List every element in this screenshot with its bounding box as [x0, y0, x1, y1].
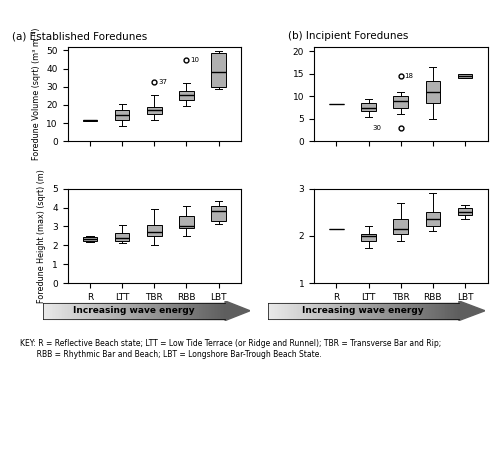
- PathPatch shape: [458, 74, 472, 78]
- PathPatch shape: [83, 120, 97, 121]
- Text: 37: 37: [158, 79, 167, 85]
- Polygon shape: [225, 301, 250, 321]
- PathPatch shape: [426, 212, 440, 227]
- Text: Increasing wave energy: Increasing wave energy: [73, 306, 194, 315]
- Text: 30: 30: [372, 125, 382, 131]
- Text: (b) Incipient Foredunes: (b) Incipient Foredunes: [288, 31, 408, 41]
- PathPatch shape: [115, 233, 130, 241]
- PathPatch shape: [147, 107, 162, 114]
- X-axis label: Modal surf zone / Beach State: Modal surf zone / Beach State: [86, 307, 222, 316]
- PathPatch shape: [426, 80, 440, 103]
- Polygon shape: [459, 301, 485, 321]
- Text: 10: 10: [190, 58, 200, 64]
- PathPatch shape: [115, 110, 130, 120]
- Y-axis label: Foredune Height (max) (sqrt) (m): Foredune Height (max) (sqrt) (m): [38, 169, 46, 303]
- PathPatch shape: [362, 234, 376, 241]
- PathPatch shape: [83, 237, 97, 241]
- PathPatch shape: [212, 205, 226, 221]
- PathPatch shape: [179, 216, 194, 228]
- PathPatch shape: [147, 226, 162, 236]
- Text: KEY: R = Reflective Beach state; LTT = Low Tide Terrace (or Ridge and Runnel); T: KEY: R = Reflective Beach state; LTT = L…: [20, 339, 442, 358]
- Y-axis label: Foredune Volume (sqrt) (m³ m⁻¹): Foredune Volume (sqrt) (m³ m⁻¹): [32, 28, 40, 161]
- PathPatch shape: [458, 207, 472, 215]
- Text: Increasing wave energy: Increasing wave energy: [302, 306, 424, 315]
- PathPatch shape: [212, 53, 226, 87]
- PathPatch shape: [394, 219, 408, 234]
- X-axis label: Modal surf zone / Beach State: Modal surf zone / Beach State: [333, 307, 468, 316]
- PathPatch shape: [394, 96, 408, 108]
- Text: (a) Established Foredunes: (a) Established Foredunes: [12, 31, 147, 41]
- PathPatch shape: [179, 91, 194, 100]
- Text: 18: 18: [404, 73, 413, 79]
- PathPatch shape: [362, 103, 376, 111]
